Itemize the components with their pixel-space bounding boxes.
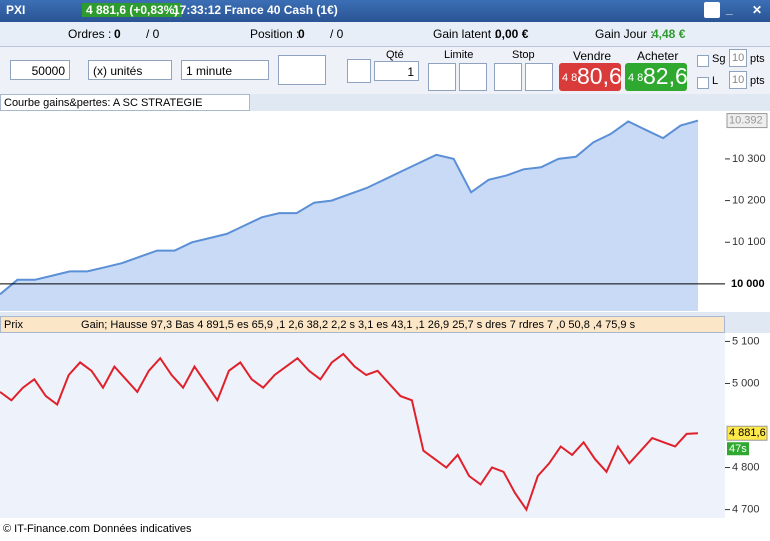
label: Qté <box>386 49 404 61</box>
title-bar: PXI 4 881,6 (+0,83%) 17:33:12 France 40 … <box>0 0 770 22</box>
tool-button[interactable] <box>347 59 371 83</box>
sg-input[interactable]: 10 <box>729 49 747 67</box>
chart-type-button[interactable] <box>278 55 326 85</box>
limit-sell[interactable] <box>459 63 487 91</box>
amount-input[interactable]: 50000 <box>10 60 70 80</box>
price-axis <box>725 333 770 518</box>
label: Gain Jour : <box>595 27 654 41</box>
label: Stop <box>512 49 535 61</box>
price-plot <box>0 333 725 518</box>
label: Sg <box>712 53 726 65</box>
label: Acheter <box>637 49 679 63</box>
price-line <box>0 352 699 512</box>
value: / 0 <box>330 27 344 41</box>
value: 0,00 € <box>495 27 529 41</box>
value: / 0 <box>146 27 160 41</box>
panel-header: Prix Gain; Hausse 97,3 Bas 4 891,5 es 65… <box>0 316 725 333</box>
equity-line <box>0 119 699 296</box>
status-bar: Ordres : 0 / 0 Position : 0 / 0 Gain lat… <box>0 22 770 47</box>
checkbox[interactable] <box>697 55 709 67</box>
minimize[interactable]: _ <box>726 2 733 16</box>
close[interactable]: ✕ <box>752 3 763 17</box>
label: pts <box>750 75 765 87</box>
y-tick-label: 10 100 <box>732 236 766 248</box>
quote: 4 881,6 (+0,83%) <box>82 3 183 17</box>
l-input[interactable]: 10 <box>729 71 747 89</box>
y-tick-label: 4 800 <box>732 461 760 473</box>
countdown: 47s <box>729 443 747 455</box>
countdown-box <box>727 442 749 456</box>
instrument: 17:33:12 France 40 Cash (1€) <box>173 3 338 17</box>
y-tick-label: 10 000 <box>731 278 765 290</box>
label: Limite <box>444 49 474 61</box>
label: Vendre <box>573 49 612 63</box>
value: 0 <box>114 27 121 41</box>
stop-buy[interactable] <box>494 63 522 91</box>
app-name: PXI <box>6 3 26 17</box>
panel-legend: Gain; Hausse 97,3 Bas 4 891,5 es 65,9 ,1… <box>81 319 636 331</box>
price-prefix: 4 8 <box>562 72 578 84</box>
unit-select[interactable]: (x) unités <box>88 60 172 80</box>
value: 4,48 € <box>652 27 686 41</box>
y-tick-label: 4 700 <box>732 503 760 515</box>
label: Ordres : <box>68 27 112 41</box>
equity-area <box>0 120 698 311</box>
last-value-label: 10.392 <box>729 114 763 126</box>
time-axis <box>0 518 770 541</box>
buy-button[interactable]: 4 8 82,6 <box>625 63 688 91</box>
last-value-box <box>726 113 768 129</box>
interval-select[interactable]: 1 minute <box>181 60 269 80</box>
y-tick-label: 5 100 <box>732 335 760 347</box>
footer: © IT-Finance.com Données indicatives <box>3 523 192 535</box>
panel-header: Courbe gains&pertes: A SC STRATEGIE <box>0 94 250 111</box>
stop-sell[interactable] <box>525 63 553 91</box>
qty-input[interactable]: 1 <box>374 61 419 81</box>
price: 82,6 <box>643 63 688 89</box>
equity-axis <box>725 111 770 312</box>
menu-button[interactable] <box>704 2 720 18</box>
panel-title: Courbe gains&pertes: A SC STRATEGIE <box>4 97 203 109</box>
y-tick-label: 10 300 <box>732 153 766 165</box>
panel-title: Prix <box>4 319 23 331</box>
price-prefix: 4 8 <box>628 72 644 84</box>
checkbox[interactable] <box>697 77 709 89</box>
sell-button[interactable]: 4 8 80,6 <box>559 63 622 91</box>
y-tick-label: 10 200 <box>732 194 766 206</box>
value: 0 <box>298 27 305 41</box>
last-value-label: 4 881,6 <box>729 427 766 439</box>
label: Gain latent : <box>433 27 498 41</box>
label: Position : <box>250 27 300 41</box>
label: L <box>712 75 719 87</box>
order-bar: 50000 (x) unités 1 minute Qté 1 Limite S… <box>0 47 770 94</box>
limit-buy[interactable] <box>428 63 456 91</box>
last-value-box <box>726 425 768 441</box>
y-tick-label: 5 000 <box>732 377 760 389</box>
label: pts <box>750 53 765 65</box>
price: 80,6 <box>577 63 622 89</box>
